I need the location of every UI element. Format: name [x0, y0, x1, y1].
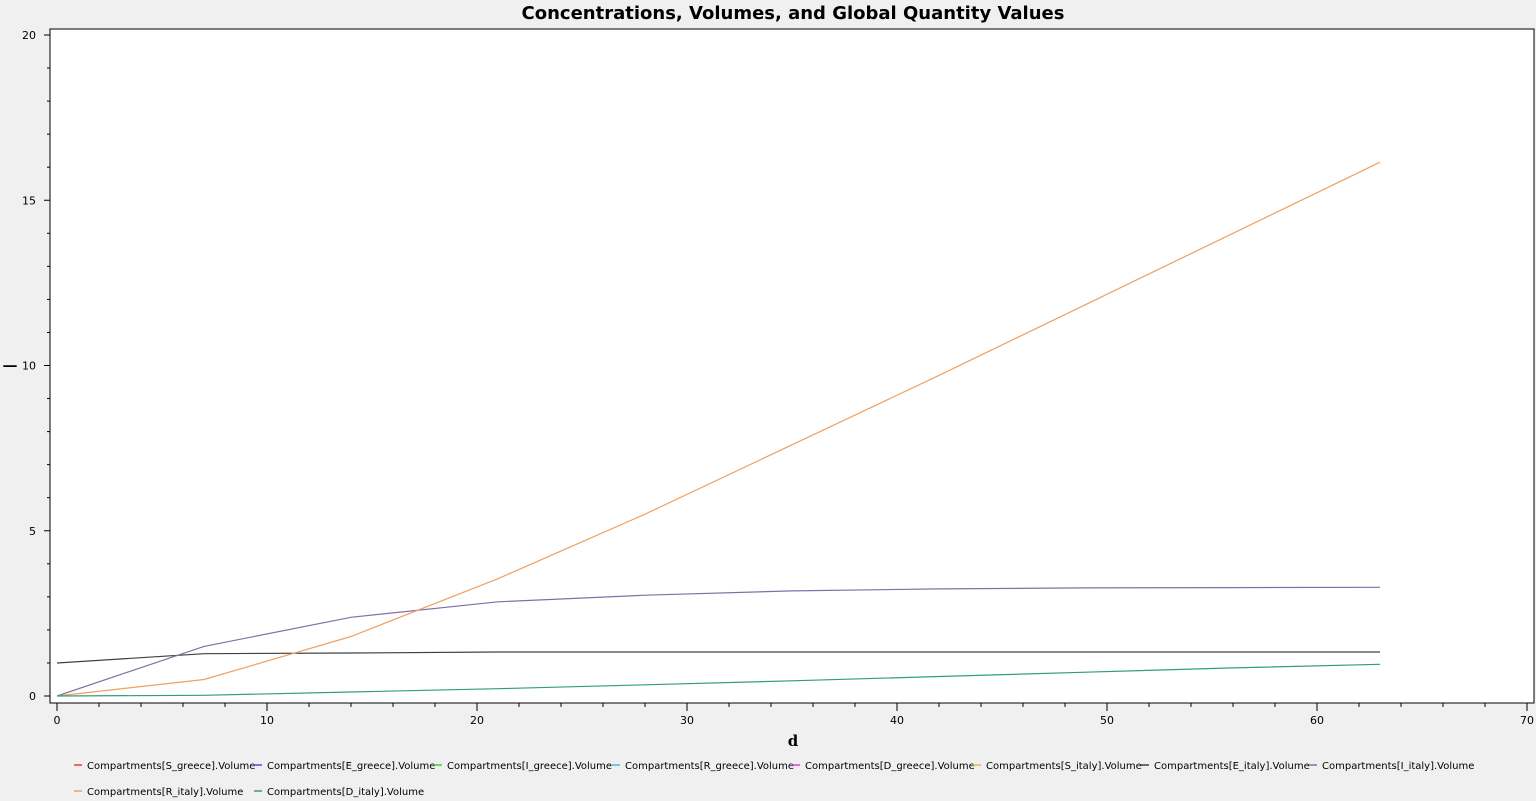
y-tick-label: 5	[29, 525, 36, 538]
x-tick-label: 10	[260, 714, 274, 727]
y-axis: 0 5 10 15 20	[22, 29, 50, 703]
x-tick-label: 50	[1100, 714, 1114, 727]
x-tick-label: 20	[470, 714, 484, 727]
x-axis-label: d	[788, 732, 799, 750]
series-line-10	[56, 663, 1381, 697]
legend-label: Compartments[S_italy].Volume	[986, 761, 1142, 772]
x-tick-label: 0	[54, 714, 61, 727]
legend-label: Compartments[R_greece].Volume	[625, 761, 794, 772]
chart-title: Concentrations, Volumes, and Global Quan…	[522, 3, 1065, 24]
series-line-9	[56, 161, 1381, 697]
x-tick-label: 30	[680, 714, 694, 727]
legend-label: Compartments[R_italy].Volume	[87, 787, 243, 798]
y-tick-label: 0	[29, 690, 36, 703]
x-tick-label: 40	[890, 714, 904, 727]
series-lines	[56, 161, 1381, 697]
legend-label: Compartments[I_greece].Volume	[447, 761, 612, 772]
legend: Compartments[S_greece].Volume Compartment…	[74, 761, 1474, 798]
series-line-8	[56, 586, 1381, 697]
legend-label: Compartments[D_italy].Volume	[267, 787, 424, 798]
legend-label: Compartments[S_greece].Volume	[87, 761, 255, 772]
legend-label: Compartments[D_greece].Volume	[805, 761, 975, 772]
legend-label: Compartments[E_italy].Volume	[1154, 761, 1310, 772]
x-axis: 0 10 20 30 40 50 60 70	[54, 703, 1534, 727]
y-tick-label: 15	[22, 194, 36, 207]
y-tick-label: 10	[22, 360, 36, 373]
y-tick-label: 20	[22, 29, 36, 42]
y-axis-label: —	[3, 356, 18, 374]
plot-area	[49, 28, 1535, 704]
series-line-7	[56, 651, 1380, 664]
legend-label: Compartments[E_greece].Volume	[267, 761, 435, 772]
x-tick-label: 70	[1520, 714, 1534, 727]
x-tick-label: 60	[1310, 714, 1324, 727]
legend-label: Compartments[I_italy].Volume	[1322, 761, 1474, 772]
